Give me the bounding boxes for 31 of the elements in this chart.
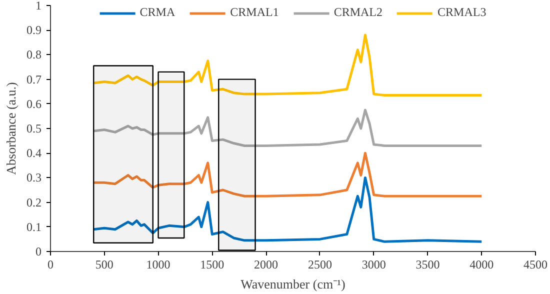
y-tick-label: 0.3: [26, 170, 42, 185]
y-tick-label: 0.5: [26, 122, 42, 136]
y-axis-title: Absorbance (a.u.): [4, 82, 18, 175]
line-series: [92, 108, 483, 147]
legend-label: CRMAL2: [334, 5, 383, 20]
legend-label: CRMA: [140, 5, 176, 20]
y-tick-label: 0: [36, 244, 42, 258]
x-tick-label: 4000: [470, 258, 494, 272]
y-tick-label: 0.1: [26, 220, 42, 234]
y-tick-label: 1: [36, 0, 42, 12]
y-tick-label: 0.6: [26, 96, 42, 111]
y-tick-label: 0.4: [26, 146, 42, 160]
x-tick-label: 1500: [200, 258, 224, 272]
x-tick-label: 2000: [254, 258, 278, 272]
y-tick-label: 0.7: [26, 72, 42, 86]
legend-label: CRMAL1: [230, 5, 279, 20]
x-tick-label: 2500: [308, 258, 332, 272]
y-tick-label: 0.2: [26, 195, 42, 210]
y-tick-label: 0.8: [26, 48, 42, 62]
x-tick-label: 1000: [146, 258, 170, 272]
legend-label: CRMAL3: [438, 5, 486, 20]
x-tick-label: 4500: [524, 258, 548, 272]
x-tick-label: 0: [48, 258, 54, 272]
line-series: [92, 176, 483, 243]
x-tick-label: 3000: [362, 258, 386, 272]
x-tick-label: 3500: [416, 258, 440, 272]
line-series: [92, 152, 483, 198]
y-tick-label: 0.9: [26, 23, 42, 38]
x-axis-title: Wavenumber (cm⁻¹): [240, 276, 346, 292]
x-tick-label: 500: [95, 258, 114, 272]
line-series: [92, 34, 483, 97]
